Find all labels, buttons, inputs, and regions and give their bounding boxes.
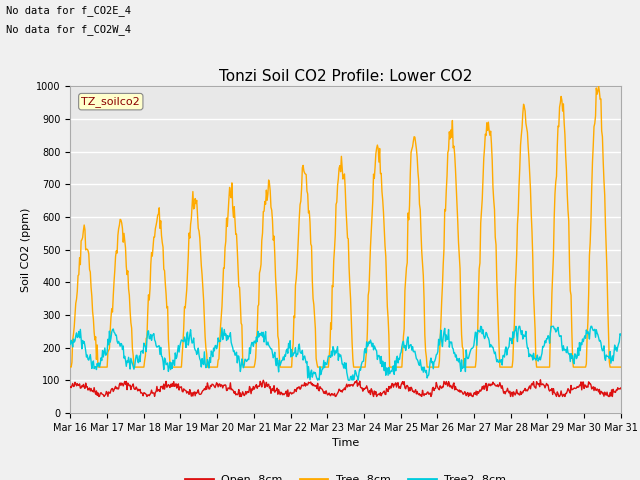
Text: No data for f_CO2E_4: No data for f_CO2E_4 xyxy=(6,5,131,16)
Title: Tonzi Soil CO2 Profile: Lower CO2: Tonzi Soil CO2 Profile: Lower CO2 xyxy=(219,69,472,84)
Text: No data for f_CO2W_4: No data for f_CO2W_4 xyxy=(6,24,131,35)
Text: TZ_soilco2: TZ_soilco2 xyxy=(81,96,140,107)
X-axis label: Time: Time xyxy=(332,438,359,448)
Legend: Open -8cm, Tree -8cm, Tree2 -8cm: Open -8cm, Tree -8cm, Tree2 -8cm xyxy=(180,470,511,480)
Y-axis label: Soil CO2 (ppm): Soil CO2 (ppm) xyxy=(20,207,31,292)
